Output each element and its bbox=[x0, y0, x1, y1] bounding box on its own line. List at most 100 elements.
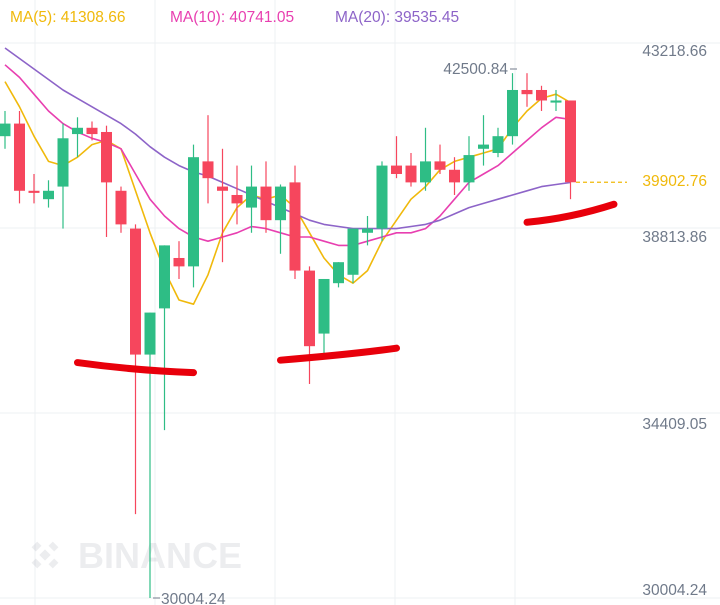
candle-body bbox=[492, 136, 504, 153]
candle-body bbox=[550, 100, 562, 103]
candle bbox=[260, 161, 272, 233]
ma5-line bbox=[4, 81, 571, 306]
legend: MA(5): 41308.66 MA(10): 40741.05 MA(20):… bbox=[10, 9, 459, 26]
y-axis: 43218.66 38813.86 34409.05 30004.24 bbox=[642, 43, 707, 599]
candle bbox=[333, 262, 344, 288]
binance-logo-icon bbox=[31, 541, 59, 569]
candle-body bbox=[434, 161, 446, 170]
candle-body bbox=[362, 228, 373, 233]
candle-body bbox=[115, 190, 127, 225]
candle bbox=[43, 180, 54, 208]
hand-drawn-markers bbox=[74, 200, 618, 377]
candle-body bbox=[347, 228, 359, 275]
candle-body bbox=[14, 123, 25, 191]
y-tick-label: 34409.05 bbox=[642, 416, 707, 433]
candle-body bbox=[72, 127, 83, 135]
low-price-label: 30004.24 bbox=[161, 591, 226, 605]
candle-body bbox=[260, 186, 272, 221]
candle-body bbox=[318, 278, 330, 334]
hand-drawn-underline bbox=[74, 359, 197, 377]
candle bbox=[115, 186, 127, 233]
candle-body bbox=[159, 245, 170, 309]
candle-body bbox=[231, 194, 243, 204]
candle-body bbox=[43, 190, 54, 200]
candle bbox=[28, 173, 40, 204]
candle-body bbox=[463, 155, 475, 183]
candle-body bbox=[0, 123, 11, 137]
candle bbox=[420, 127, 431, 191]
hand-drawn-underline bbox=[523, 200, 618, 226]
ma10-line bbox=[4, 64, 571, 247]
candle bbox=[275, 184, 286, 254]
candle-body bbox=[391, 165, 402, 174]
candle bbox=[536, 85, 547, 111]
y-tick-label: 38813.86 bbox=[642, 229, 707, 246]
hand-drawn-underline bbox=[277, 344, 400, 364]
current-price-label: 39902.76 bbox=[642, 173, 707, 190]
candle bbox=[231, 165, 243, 225]
binance-watermark: BINANCE bbox=[31, 535, 242, 576]
candle bbox=[289, 165, 301, 279]
legend-ma10: MA(10): 40741.05 bbox=[170, 9, 294, 26]
candle bbox=[304, 266, 315, 384]
candle bbox=[86, 121, 98, 141]
candle bbox=[492, 127, 504, 158]
candle bbox=[391, 136, 402, 179]
high-price-label: 42500.84 bbox=[443, 61, 508, 78]
candle-body bbox=[188, 157, 199, 267]
candle bbox=[0, 110, 11, 149]
candle-body bbox=[333, 262, 344, 284]
candle-body bbox=[405, 165, 417, 183]
candle-body bbox=[101, 131, 112, 183]
candle bbox=[376, 161, 388, 242]
candle bbox=[159, 245, 170, 431]
moving-average-lines bbox=[4, 47, 571, 306]
candle-body bbox=[275, 186, 286, 221]
candle-body bbox=[565, 100, 576, 183]
candle bbox=[101, 125, 112, 237]
candle-body bbox=[420, 161, 431, 183]
candle-body bbox=[536, 89, 547, 101]
candle bbox=[565, 100, 576, 200]
candle bbox=[72, 117, 83, 158]
candle bbox=[463, 136, 475, 191]
candle-body bbox=[173, 257, 185, 267]
low-marker: 30004.24 bbox=[153, 591, 226, 605]
candles bbox=[0, 73, 576, 598]
y-tick-label: 43218.66 bbox=[642, 43, 707, 60]
candle-body bbox=[521, 89, 533, 95]
candle-body bbox=[478, 144, 489, 149]
candle-body bbox=[376, 165, 388, 229]
candle-body bbox=[57, 138, 69, 187]
watermark-text: BINANCE bbox=[78, 535, 242, 576]
candle-body bbox=[449, 169, 460, 183]
candle-body bbox=[86, 127, 98, 135]
ma20-line bbox=[4, 47, 571, 230]
candle bbox=[434, 144, 446, 174]
candle-body bbox=[144, 312, 156, 355]
candle bbox=[14, 110, 25, 204]
legend-ma5: MA(5): 41308.66 bbox=[10, 9, 125, 26]
candle-body bbox=[202, 161, 214, 179]
candle bbox=[521, 73, 533, 107]
candle bbox=[144, 312, 156, 598]
candle-body bbox=[507, 89, 518, 137]
candle-body bbox=[130, 228, 141, 355]
candle-body bbox=[246, 186, 257, 208]
candle bbox=[57, 123, 69, 229]
candle-body bbox=[28, 190, 40, 193]
candle bbox=[318, 278, 330, 359]
candle-body bbox=[289, 182, 301, 271]
candle bbox=[362, 215, 373, 246]
candle bbox=[217, 148, 228, 263]
high-marker: 42500.84 bbox=[443, 61, 517, 78]
candle bbox=[507, 73, 518, 145]
y-tick-label: 30004.24 bbox=[642, 582, 707, 599]
candle-body bbox=[304, 270, 315, 347]
candle bbox=[202, 115, 214, 204]
legend-ma20: MA(20): 39535.45 bbox=[335, 9, 459, 26]
candle bbox=[173, 241, 185, 279]
candle bbox=[405, 152, 417, 187]
